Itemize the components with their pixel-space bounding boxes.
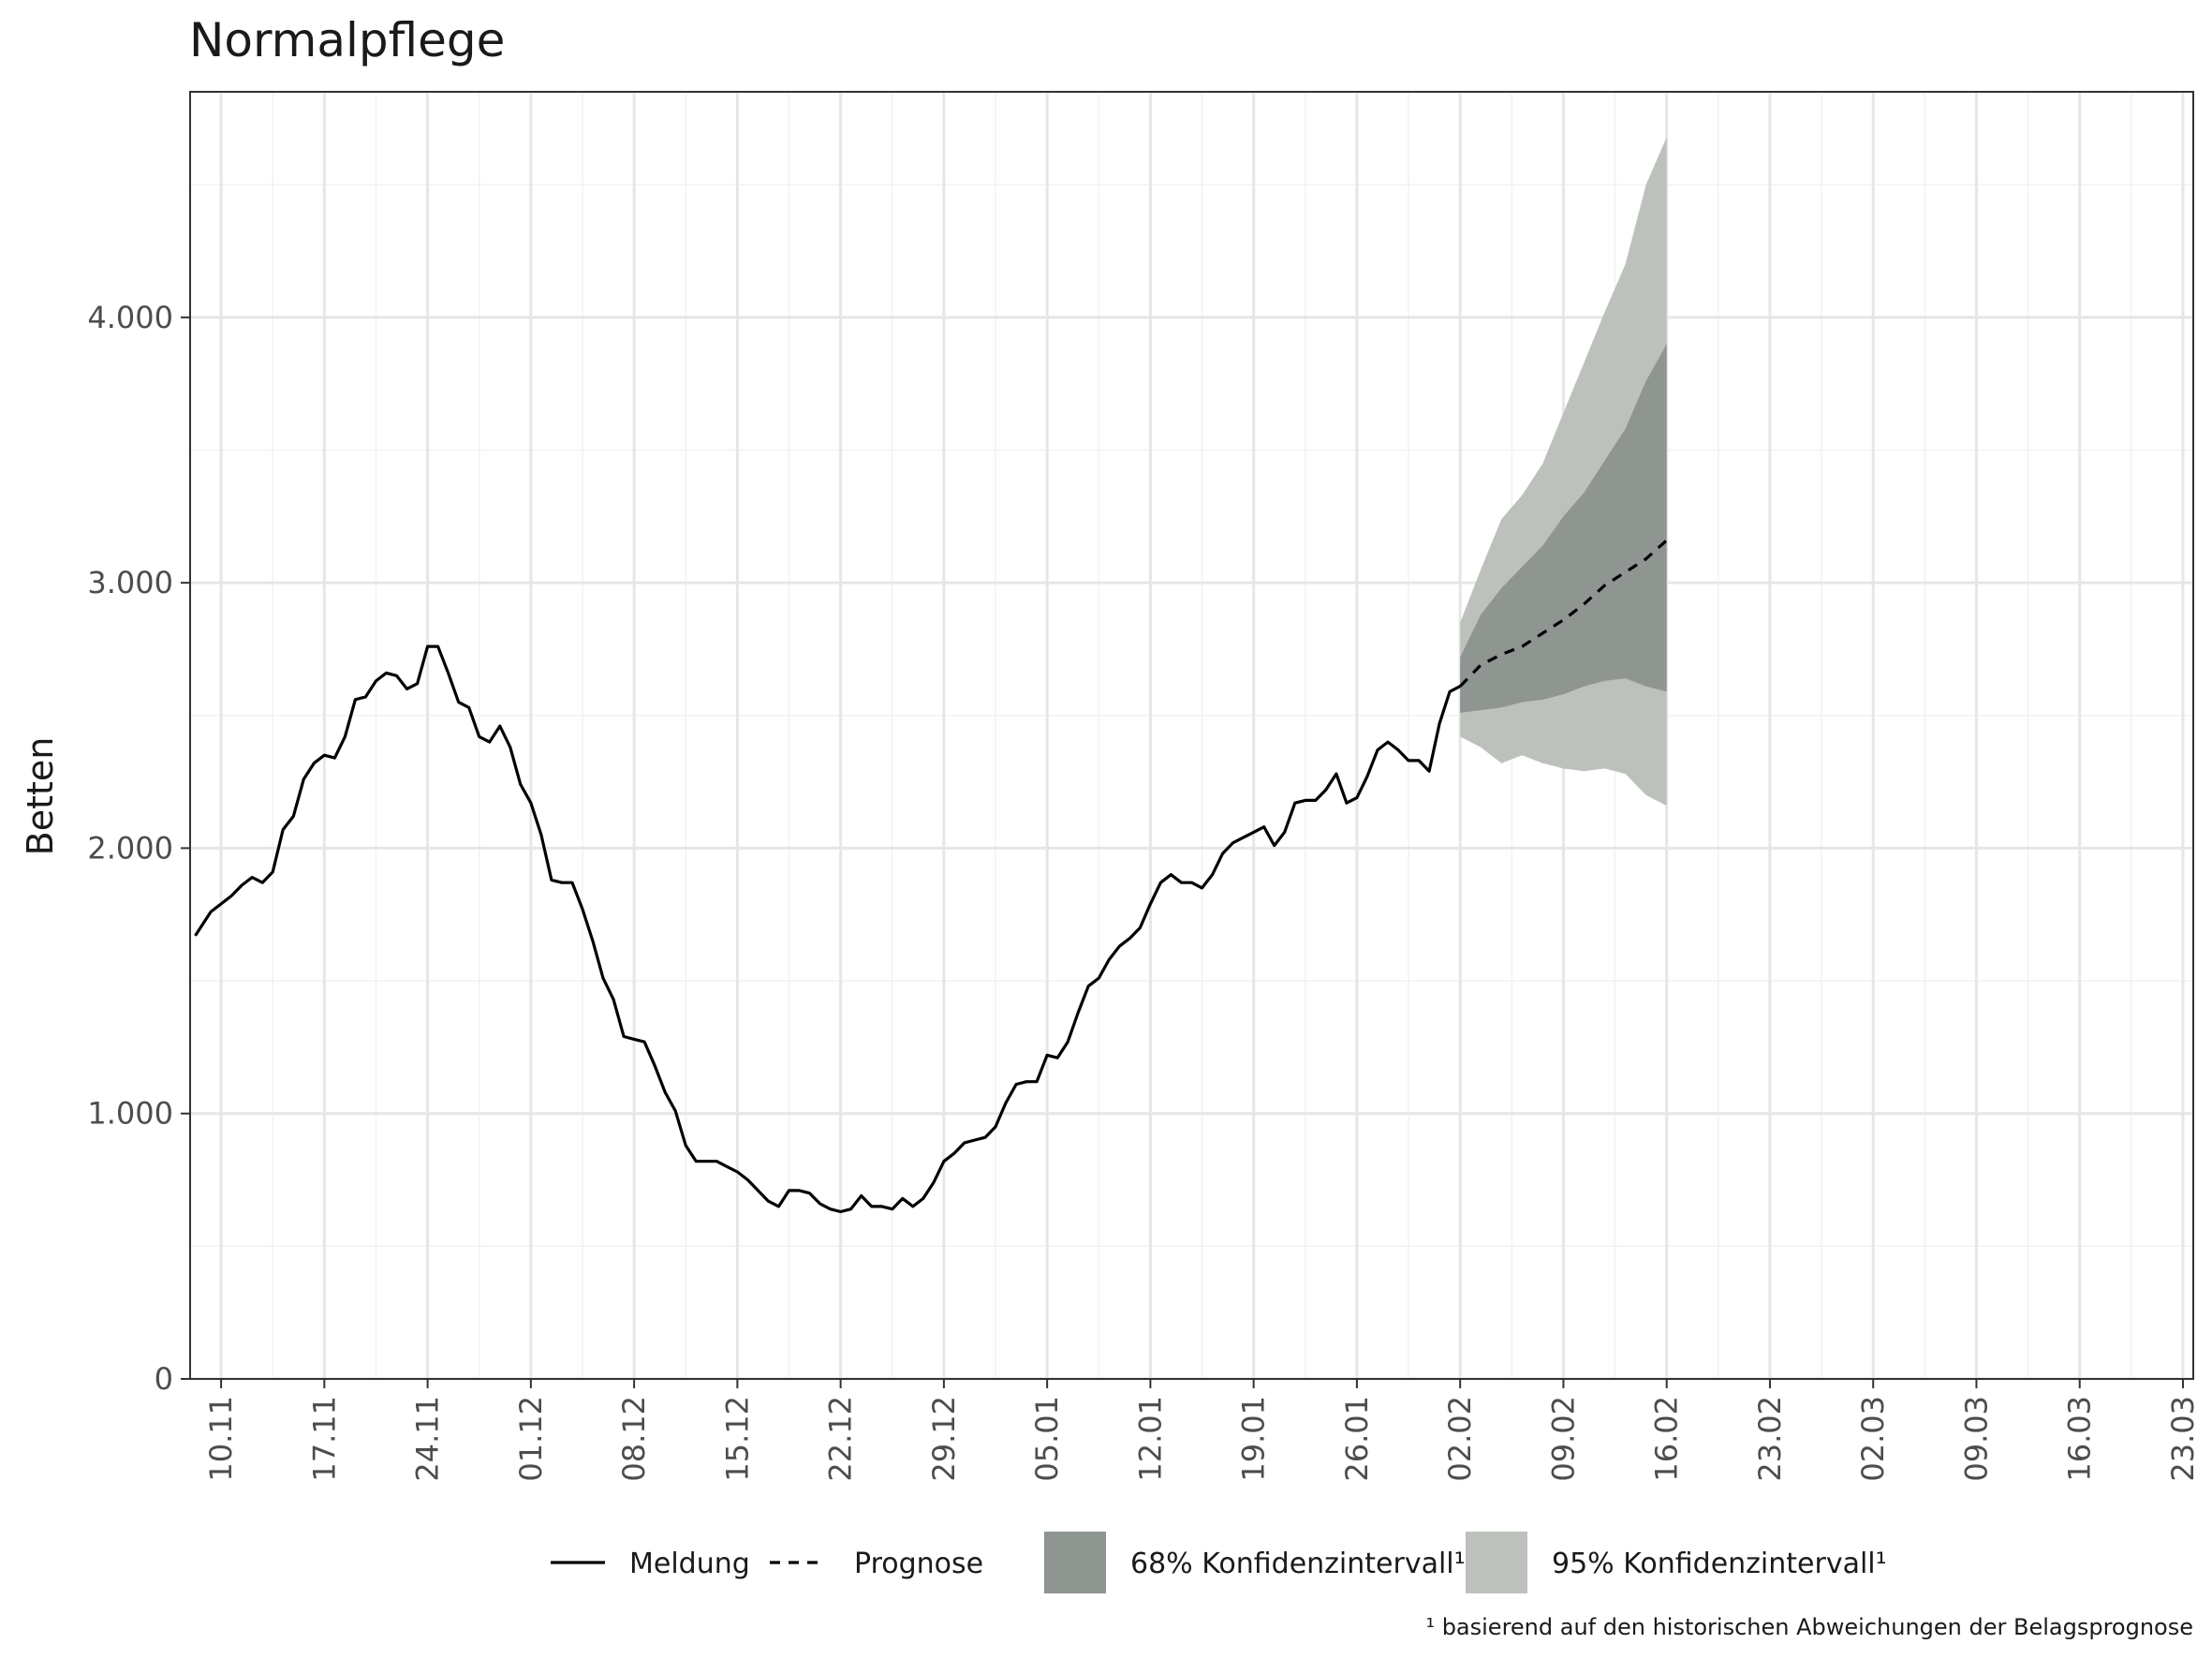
x-tick-label: 17.11 — [306, 1396, 342, 1482]
y-tick-label: 2.000 — [87, 830, 173, 866]
x-tick-label: 01.12 — [513, 1396, 549, 1482]
y-axis-title: Betten — [20, 737, 61, 856]
legend: Meldung Prognose 68% Konfidenzintervall¹ 95… — [551, 1532, 1887, 1593]
legend-label: Prognose — [854, 1548, 983, 1580]
x-tick-label: 16.02 — [1649, 1396, 1685, 1482]
x-tick-label: 09.02 — [1545, 1396, 1581, 1482]
y-tick-label: 3.000 — [87, 565, 173, 600]
x-tick-label: 08.12 — [616, 1396, 652, 1482]
x-tick-label: 23.03 — [2165, 1396, 2201, 1482]
legend-label: 95% Konfidenzintervall¹ — [1552, 1548, 1887, 1580]
footnote: ¹ basierend auf den historischen Abweich… — [1425, 1614, 2193, 1640]
x-tick-label: 16.03 — [2062, 1396, 2098, 1482]
major-gridlines — [190, 92, 2193, 1381]
plot-panel-border — [189, 91, 2194, 1380]
x-tick-label: 02.03 — [1855, 1396, 1891, 1482]
chart-title: Normalpflege — [189, 13, 505, 67]
x-tick-label: 15.12 — [719, 1396, 755, 1482]
x-tick-label: 26.01 — [1339, 1396, 1375, 1482]
x-tick-label: 12.01 — [1132, 1396, 1168, 1482]
x-tick-label: 22.12 — [823, 1396, 859, 1482]
legend-key-band — [1466, 1532, 1527, 1593]
band-68pct — [1460, 344, 1667, 713]
legend-key-band — [1044, 1532, 1106, 1593]
x-tick-label: 09.03 — [1959, 1396, 1995, 1482]
y-tick-label: 1.000 — [87, 1096, 173, 1132]
legend-label: 68% Konfidenzintervall¹ — [1130, 1548, 1466, 1580]
x-tick-label: 29.12 — [926, 1396, 962, 1482]
legend-label: Meldung — [629, 1548, 750, 1580]
x-tick-label: 19.01 — [1236, 1396, 1272, 1482]
x-tick-label: 23.02 — [1752, 1396, 1788, 1482]
x-tick-label: 05.01 — [1029, 1396, 1065, 1482]
x-tick-label: 02.02 — [1442, 1396, 1478, 1482]
y-tick-label: 0 — [155, 1361, 173, 1397]
x-tick-label: 10.11 — [203, 1396, 239, 1482]
confidence-bands — [1460, 137, 1667, 807]
x-tick-label: 24.11 — [410, 1396, 446, 1482]
y-tick-label: 4.000 — [87, 300, 173, 335]
minor-gridlines — [190, 92, 2193, 1379]
axis-ticks: 0 1.000 2.000 3.000 4.000 10.11 17.11 24.11 01.1… — [87, 300, 2201, 1482]
series-meldung — [194, 644, 1461, 1214]
series-prognose — [1459, 539, 1668, 688]
series-lines — [194, 539, 1668, 1214]
